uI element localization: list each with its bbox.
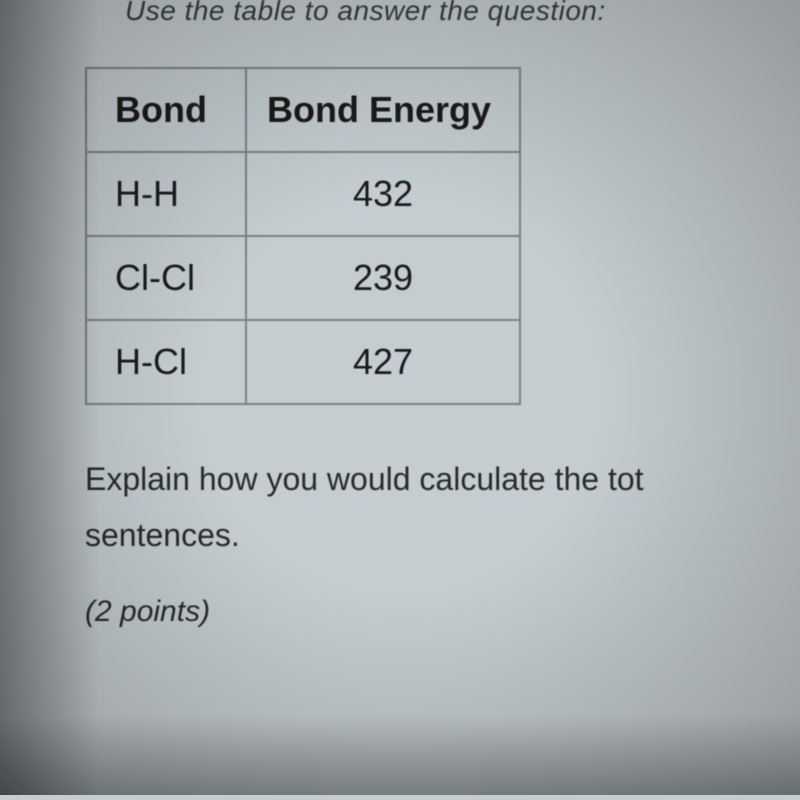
question-line-2: sentences. [85, 511, 770, 559]
bond-cell: Cl-Cl [86, 236, 246, 320]
instruction-text: Use the table to answer the question: [30, 0, 770, 27]
energy-cell: 239 [246, 236, 520, 320]
table-row: H-Cl 427 [86, 320, 520, 404]
header-bond: Bond [86, 68, 246, 152]
table-row: Cl-Cl 239 [86, 236, 520, 320]
points-label: (2 points) [85, 589, 770, 634]
energy-cell: 427 [246, 320, 520, 404]
energy-cell: 432 [246, 152, 520, 236]
question-text: Explain how you would calculate the tot … [85, 455, 770, 634]
bond-energy-table: Bond Bond Energy H-H 432 Cl-Cl 239 H-Cl … [85, 67, 521, 405]
bond-energy-table-wrapper: Bond Bond Energy H-H 432 Cl-Cl 239 H-Cl … [85, 67, 770, 405]
bond-cell: H-H [86, 152, 246, 236]
table-header-row: Bond Bond Energy [86, 68, 520, 152]
table-row: H-H 432 [86, 152, 520, 236]
question-line-1: Explain how you would calculate the tot [85, 455, 770, 503]
bottom-shadow-overlay [0, 715, 800, 795]
header-bond-energy: Bond Energy [246, 68, 520, 152]
bond-cell: H-Cl [86, 320, 246, 404]
